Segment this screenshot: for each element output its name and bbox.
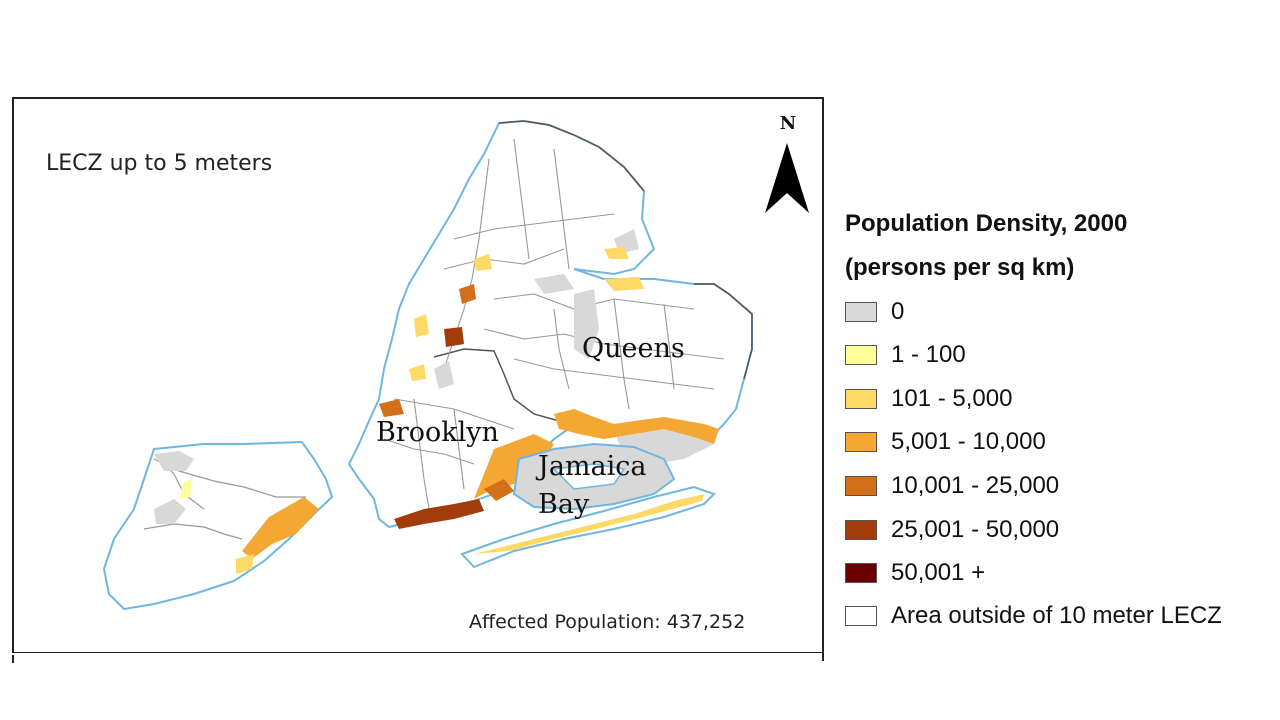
legend-swatch (845, 302, 877, 322)
legend-item: 0 (845, 296, 904, 328)
north-arrow-icon (765, 143, 809, 213)
legend-item: 5,001 - 10,000 (845, 426, 1046, 458)
legend-label: Area outside of 10 meter LECZ (891, 602, 1222, 629)
label-jamaica: Jamaica (538, 451, 647, 482)
label-queens: Queens (582, 333, 685, 364)
legend-item: 50,001 + (845, 557, 985, 589)
legend-item: 25,001 - 50,000 (845, 514, 1059, 546)
legend-label: 10,001 - 25,000 (891, 472, 1060, 499)
label-bay: Bay (538, 489, 590, 520)
affected-population: Affected Population: 437,252 (469, 611, 746, 633)
legend-label: 25,001 - 50,000 (891, 516, 1060, 543)
legend-swatch (845, 606, 877, 626)
legend-label: 50,001 + (891, 559, 986, 586)
map-frame: LECZ up to 5 meters N Queens Brooklyn Ja… (12, 97, 824, 663)
legend-swatch (845, 432, 877, 452)
legend-subtitle: (persons per sq km) (845, 254, 1075, 281)
legend-label: 101 - 5,000 (891, 385, 1013, 412)
legend-item: 10,001 - 25,000 (845, 470, 1059, 502)
legend-swatch (845, 389, 877, 409)
legend-label: 1 - 100 (891, 341, 966, 368)
legend-item: 1 - 100 (845, 339, 966, 371)
legend-item: Area outside of 10 meter LECZ (845, 600, 1222, 632)
nyc-map (102, 119, 753, 611)
legend-swatch (845, 476, 877, 496)
legend-swatch (845, 520, 877, 540)
legend-label: 5,001 - 10,000 (891, 428, 1046, 455)
staten-island (102, 440, 334, 611)
legend-label: 0 (891, 298, 905, 325)
map-title: LECZ up to 5 meters (46, 151, 273, 176)
legend-item: 101 - 5,000 (845, 383, 1012, 415)
north-label: N (779, 113, 797, 134)
map-frame-bottom (12, 652, 824, 653)
legend-swatch (845, 345, 877, 365)
main-boroughs (347, 119, 753, 529)
label-brooklyn: Brooklyn (376, 417, 499, 448)
map-frame-tick (822, 653, 824, 661)
legend-title: Population Density, 2000 (845, 210, 1128, 237)
legend-swatch (845, 563, 877, 583)
